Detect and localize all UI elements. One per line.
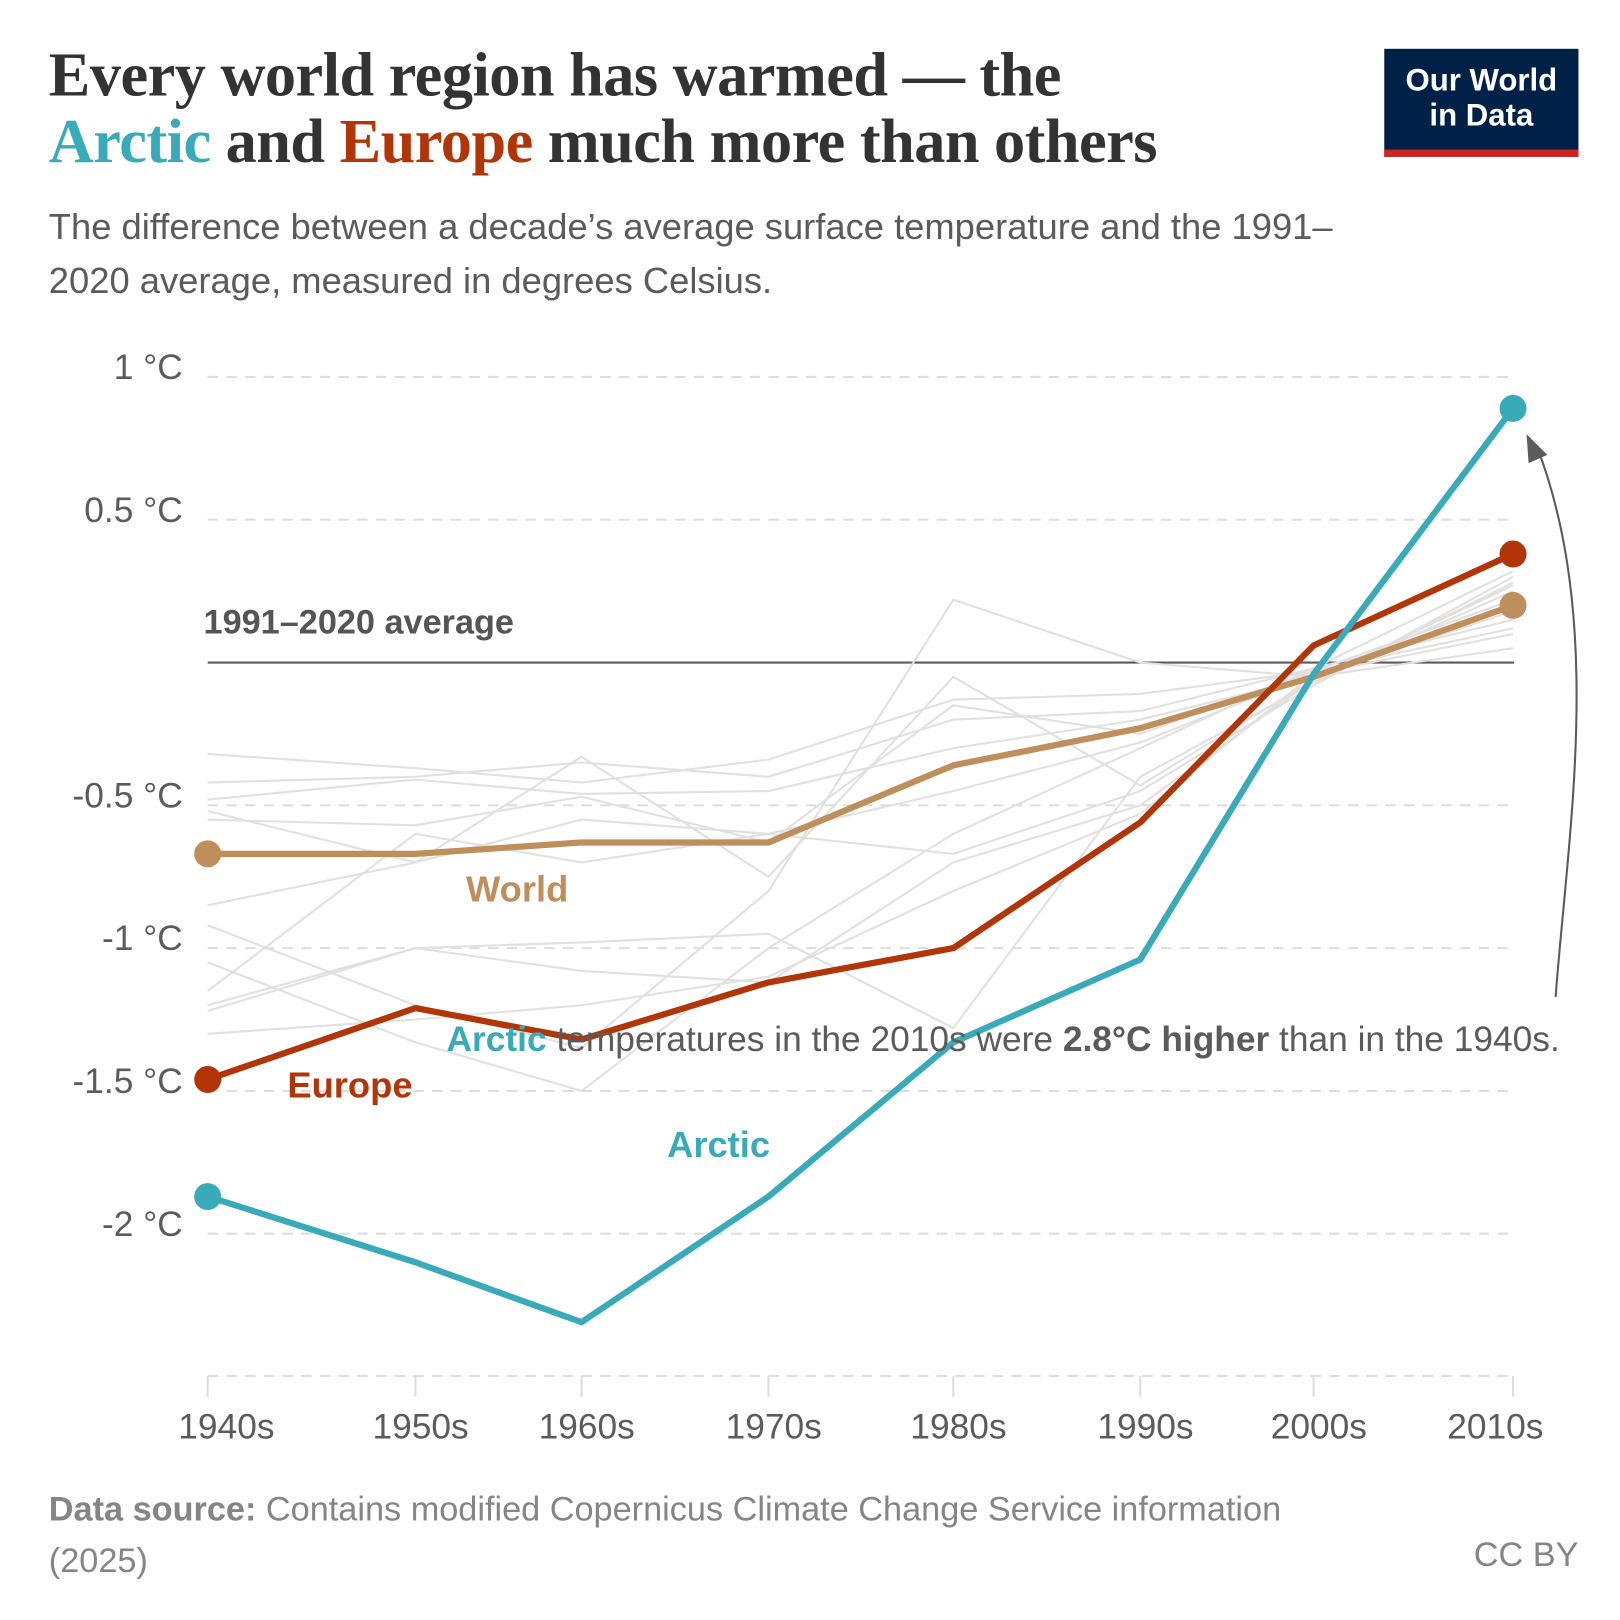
arctic-line bbox=[206, 406, 1516, 1326]
arctic-end-point bbox=[1499, 394, 1527, 422]
baseline-label: 1991–2020 average bbox=[204, 603, 514, 641]
title-text: Every world region has warmed — the bbox=[48, 40, 1062, 110]
logo-line: in Data bbox=[1429, 98, 1534, 133]
world-line bbox=[207, 602, 1515, 857]
title-text: much more than others bbox=[532, 106, 1158, 176]
x-tick-label: 1960s bbox=[539, 1407, 635, 1446]
license[interactable]: CC BY bbox=[1473, 1534, 1579, 1574]
y-tick-label: 0.5 °C bbox=[84, 491, 182, 530]
europe-start-point bbox=[194, 1065, 222, 1093]
annotation-text: than in the 1940s. bbox=[1269, 1019, 1560, 1060]
region-line bbox=[207, 604, 1514, 1035]
arctic-label: Arctic bbox=[667, 1124, 770, 1165]
chart-title: Every world region has warmed — the Arct… bbox=[48, 40, 1158, 176]
title-arctic: Arctic bbox=[48, 106, 211, 176]
europe-end-point bbox=[1499, 540, 1527, 568]
arctic-annotation: Arctic temperatures in the 2010s were 2.… bbox=[447, 1016, 1560, 1064]
annotation-arctic: Arctic bbox=[446, 1019, 547, 1060]
data-source: Data source: Contains modified Copernicu… bbox=[49, 1483, 1347, 1587]
annotation-arrow bbox=[1535, 446, 1578, 997]
y-tick-label: -1.5 °C bbox=[73, 1062, 183, 1101]
x-tick-label: 1990s bbox=[1097, 1407, 1193, 1446]
owid-logo[interactable]: Our World in Data bbox=[1384, 48, 1579, 157]
region-line bbox=[207, 627, 1514, 784]
region-line bbox=[207, 575, 1514, 992]
title-europe: Europe bbox=[339, 106, 534, 176]
title-text: and bbox=[210, 106, 340, 176]
y-tick-label: -2 °C bbox=[102, 1205, 183, 1244]
source-label: Data source: bbox=[48, 1489, 257, 1528]
source-text: Contains modified Copernicus Climate Cha… bbox=[48, 1489, 1282, 1580]
logo-line: Our World bbox=[1405, 63, 1558, 98]
y-tick-label: -0.5 °C bbox=[73, 776, 183, 815]
x-tick-label: 1950s bbox=[372, 1407, 468, 1446]
arrowhead-icon bbox=[1526, 434, 1548, 464]
region-line bbox=[207, 584, 1514, 1012]
arctic-start-point bbox=[194, 1183, 222, 1211]
world-end-point bbox=[1499, 591, 1527, 619]
x-tick-label: 2000s bbox=[1271, 1407, 1367, 1446]
chart-subtitle: The difference between a decade’s averag… bbox=[48, 206, 1333, 302]
annotation-bold: 2.8°C higher bbox=[1062, 1019, 1270, 1060]
x-tick-label: 1970s bbox=[726, 1407, 822, 1446]
y-tick-label: 1 °C bbox=[114, 348, 183, 387]
europe-line bbox=[206, 551, 1515, 1083]
x-tick-label: 2010s bbox=[1447, 1407, 1543, 1446]
world-label: World bbox=[466, 868, 568, 909]
y-tick-label: -1 °C bbox=[102, 919, 183, 958]
x-tick-label: 1980s bbox=[910, 1407, 1006, 1446]
x-tick-label: 1940s bbox=[178, 1407, 274, 1446]
world-start-point bbox=[194, 840, 222, 868]
europe-label: Europe bbox=[287, 1065, 412, 1106]
annotation-text: temperatures in the 2010s were bbox=[546, 1019, 1063, 1060]
region-line bbox=[207, 570, 1514, 1093]
